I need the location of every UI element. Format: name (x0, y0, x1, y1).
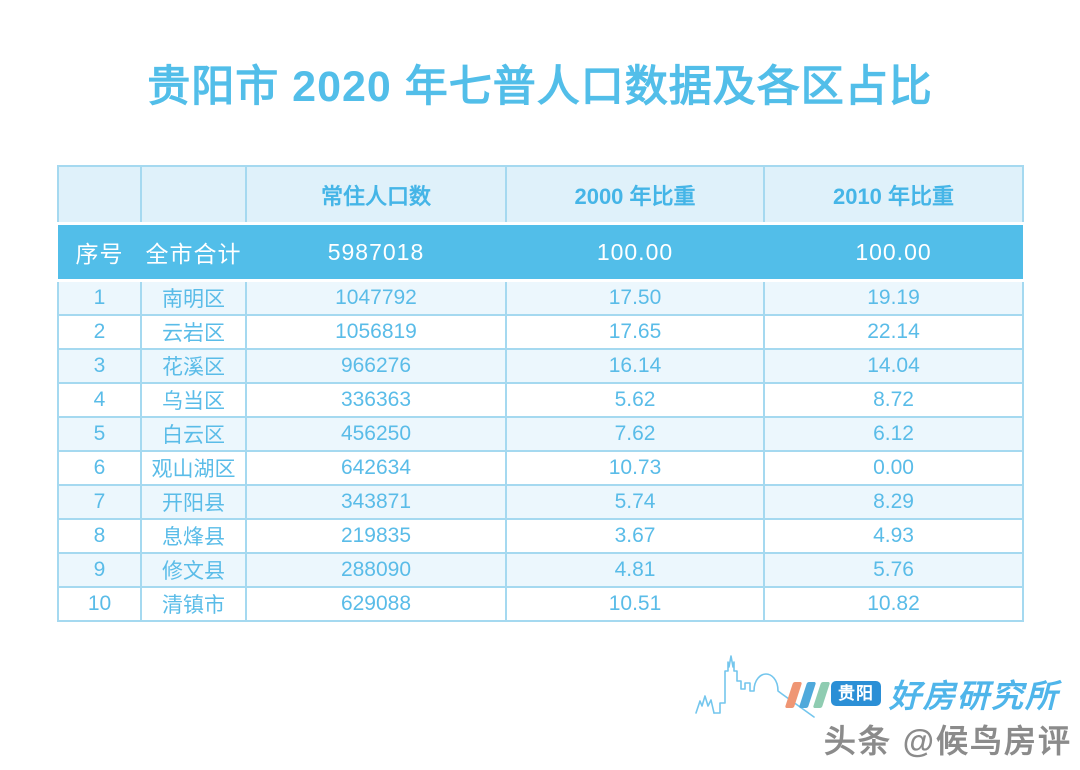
brand-stripes-icon (784, 682, 831, 713)
cell-seq: 8 (57, 518, 142, 554)
table-row: 3 花溪区 966276 16.14 14.04 (57, 348, 1024, 384)
cell-share-2010: 0.00 (763, 450, 1024, 486)
cell-seq: 2 (57, 314, 142, 350)
table-row: 6 观山湖区 642634 10.73 0.00 (57, 450, 1024, 486)
cell-share-2000: 5.74 (505, 484, 765, 520)
table-row: 10 清镇市 629088 10.51 10.82 (57, 586, 1024, 622)
cell-share-2010: 6.12 (763, 416, 1024, 452)
table-row: 2 云岩区 1056819 17.65 22.14 (57, 314, 1024, 350)
header-cell-empty-1 (57, 165, 142, 225)
brand-name: 好房研究所 (889, 678, 1060, 714)
cell-population: 642634 (245, 450, 507, 486)
city-skyline-icon (695, 655, 815, 718)
cell-name: 云岩区 (140, 314, 247, 350)
cell-seq: 9 (57, 552, 142, 588)
guiyang-badge: 贵阳 (831, 681, 881, 706)
cell-name: 清镇市 (140, 586, 247, 622)
cell-name: 花溪区 (140, 348, 247, 384)
table-row: 8 息烽县 219835 3.67 4.93 (57, 518, 1024, 554)
cell-share-2000: 4.81 (505, 552, 765, 588)
cell-population: 1047792 (245, 279, 507, 316)
cell-name: 开阳县 (140, 484, 247, 520)
table-row: 7 开阳县 343871 5.74 8.29 (57, 484, 1024, 520)
cell-name: 观山湖区 (140, 450, 247, 486)
population-table: 常住人口数 2000 年比重 2010 年比重 序号 全市合计 5987018 … (57, 165, 1024, 622)
cell-share-2010: 4.93 (763, 518, 1024, 554)
cell-name: 乌当区 (140, 382, 247, 418)
cell-population: 629088 (245, 586, 507, 622)
cell-share-2000: 16.14 (505, 348, 765, 384)
cell-population: 966276 (245, 348, 507, 384)
table-row: 1 南明区 1047792 17.50 19.19 (57, 279, 1024, 316)
cell-share-2010: 5.76 (763, 552, 1024, 588)
cell-share-2000: 10.73 (505, 450, 765, 486)
cell-name: 白云区 (140, 416, 247, 452)
cell-population: 343871 (245, 484, 507, 520)
cell-name: 息烽县 (140, 518, 247, 554)
watermark: 头条 @候鸟房评 (823, 723, 1072, 759)
header-cell-share-2000: 2000 年比重 (505, 165, 765, 225)
cell-share-2000: 17.65 (505, 314, 765, 350)
total-share-2010: 100.00 (764, 222, 1023, 282)
cell-share-2000: 5.62 (505, 382, 765, 418)
table-row: 9 修文县 288090 4.81 5.76 (57, 552, 1024, 588)
page-title: 贵阳市 2020 年七普人口数据及各区占比 (147, 63, 933, 111)
cell-seq: 6 (57, 450, 142, 486)
header-row: 常住人口数 2000 年比重 2010 年比重 (57, 165, 1024, 225)
total-name: 全市合计 (141, 222, 246, 282)
cell-seq: 1 (57, 279, 142, 316)
cell-share-2010: 19.19 (763, 279, 1024, 316)
cell-share-2010: 22.14 (763, 314, 1024, 350)
cell-population: 288090 (245, 552, 507, 588)
cell-share-2010: 14.04 (763, 348, 1024, 384)
header-cell-population: 常住人口数 (245, 165, 507, 225)
table-body: 1 南明区 1047792 17.50 19.19 2 云岩区 1056819 17.65 22.… (57, 279, 1024, 622)
cell-share-2000: 17.50 (505, 279, 765, 316)
cell-seq: 5 (57, 416, 142, 452)
total-share-2000: 100.00 (506, 222, 764, 282)
cell-seq: 3 (57, 348, 142, 384)
table-row: 4 乌当区 336363 5.62 8.72 (57, 382, 1024, 418)
total-row: 序号 全市合计 5987018 100.00 100.00 (58, 222, 1023, 282)
cell-share-2010: 10.82 (763, 586, 1024, 622)
cell-share-2000: 3.67 (505, 518, 765, 554)
cell-seq: 10 (57, 586, 142, 622)
total-population: 5987018 (246, 222, 506, 282)
cell-population: 1056819 (245, 314, 507, 350)
cell-population: 219835 (245, 518, 507, 554)
cell-share-2010: 8.72 (763, 382, 1024, 418)
cell-share-2000: 7.62 (505, 416, 765, 452)
cell-seq: 7 (57, 484, 142, 520)
cell-seq: 4 (57, 382, 142, 418)
cell-share-2010: 8.29 (763, 484, 1024, 520)
cell-name: 南明区 (140, 279, 247, 316)
cell-population: 336363 (245, 382, 507, 418)
header-cell-share-2010: 2010 年比重 (763, 165, 1024, 225)
cell-name: 修文县 (140, 552, 247, 588)
cell-population: 456250 (245, 416, 507, 452)
total-seq-label: 序号 (58, 222, 141, 282)
cell-share-2000: 10.51 (505, 586, 765, 622)
stripe-green-icon (812, 682, 831, 708)
table-row: 5 白云区 456250 7.62 6.12 (57, 416, 1024, 452)
header-cell-empty-2 (140, 165, 247, 225)
